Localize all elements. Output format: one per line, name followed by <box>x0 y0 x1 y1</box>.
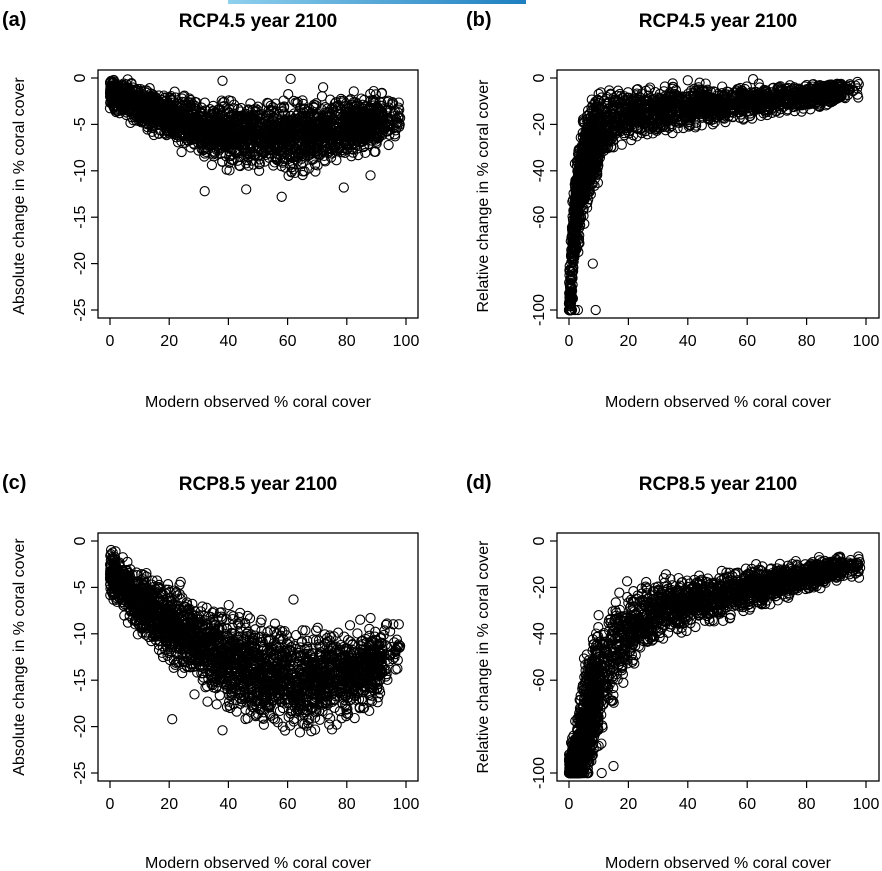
data-point <box>316 91 328 102</box>
data-point <box>365 170 376 181</box>
panel-a: (a) RCP4.5 year 2100 0 20 40 60 80 100 0 -5 -10… <box>2 9 419 411</box>
data-point <box>383 139 394 151</box>
y-tick-label: 0 <box>72 73 89 82</box>
data-point <box>206 159 218 171</box>
panel-label-a: (a) <box>2 9 26 31</box>
data-point <box>199 186 210 197</box>
header-accent-bar <box>228 0 526 4</box>
data-point <box>338 182 349 193</box>
x-tick-label: 40 <box>220 333 238 350</box>
panel-b: (b) RCP4.5 year 2100 0 20 40 60 80 100 0-20-4… <box>466 9 880 411</box>
data-point <box>382 96 393 108</box>
data-point <box>218 101 230 112</box>
data-point <box>176 146 187 158</box>
x-tick-label: 0 <box>106 333 115 350</box>
panel-label-b: (b) <box>466 9 492 31</box>
x-axis-label-a: Modern observed % coral cover <box>145 394 372 411</box>
data-point <box>376 88 387 99</box>
chart-title-a: RCP4.5 year 2100 <box>179 11 337 32</box>
data-point <box>310 166 321 177</box>
data-point <box>241 184 252 195</box>
x-axis-a: 0 20 40 60 80 100 <box>106 318 420 350</box>
points-b <box>563 74 864 316</box>
data-point <box>309 159 321 170</box>
data-point <box>217 156 228 167</box>
data-point <box>331 155 342 166</box>
x-tick-label: 80 <box>338 333 356 350</box>
data-point <box>353 149 364 161</box>
data-point <box>276 191 287 202</box>
data-point <box>217 75 228 86</box>
data-point <box>612 85 624 96</box>
x-tick-label: 60 <box>279 333 297 350</box>
y-tick-label: -25 <box>72 298 89 321</box>
data-point <box>283 89 294 100</box>
data-point <box>317 82 329 93</box>
y-tick-label: -20 <box>72 252 89 275</box>
points-a <box>104 73 406 202</box>
y-tick-label: -5 <box>72 117 89 131</box>
y-axis-a: 0 -5 -10 -15 -20 -25 <box>72 73 98 322</box>
y-tick-label: -10 <box>72 159 89 182</box>
x-tick-label: 20 <box>160 333 178 350</box>
x-tick-label: 100 <box>393 333 420 350</box>
y-tick-label: -15 <box>72 206 89 229</box>
data-point <box>285 73 296 85</box>
chart-title-b: RCP4.5 year 2100 <box>639 11 797 32</box>
y-axis-label-a: Absolute change in % coral cover <box>11 77 28 315</box>
